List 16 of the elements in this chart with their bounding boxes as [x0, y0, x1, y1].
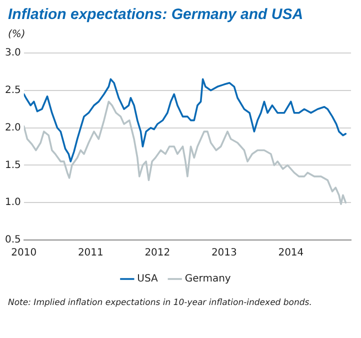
y-tick-label: 3.0 [4, 48, 21, 59]
x-tick-label: 2014 [278, 248, 304, 259]
y-tick-label: 1.5 [4, 160, 21, 171]
y-tick-label: 1.0 [4, 197, 21, 208]
text: Note: Implied inflation expectations in 10-year inflation-indexed bonds. [8, 298, 313, 308]
x-tick-label: 2011 [78, 248, 104, 259]
x-tick-label: 2010 [11, 248, 37, 259]
y-tick-label: 2.0 [4, 122, 21, 134]
y-tick-label: 0.5 [4, 234, 21, 246]
legend-label: USA [137, 274, 158, 285]
x-tick-label: 2012 [144, 248, 170, 259]
legend-label: Germany [184, 274, 231, 285]
y-axis-title: (%) [8, 29, 26, 40]
x-tick-label: 2013 [211, 248, 237, 259]
y-tick-label: 2.5 [4, 84, 21, 96]
chart-title: Inflation expectations: Germany and USA [8, 6, 304, 23]
